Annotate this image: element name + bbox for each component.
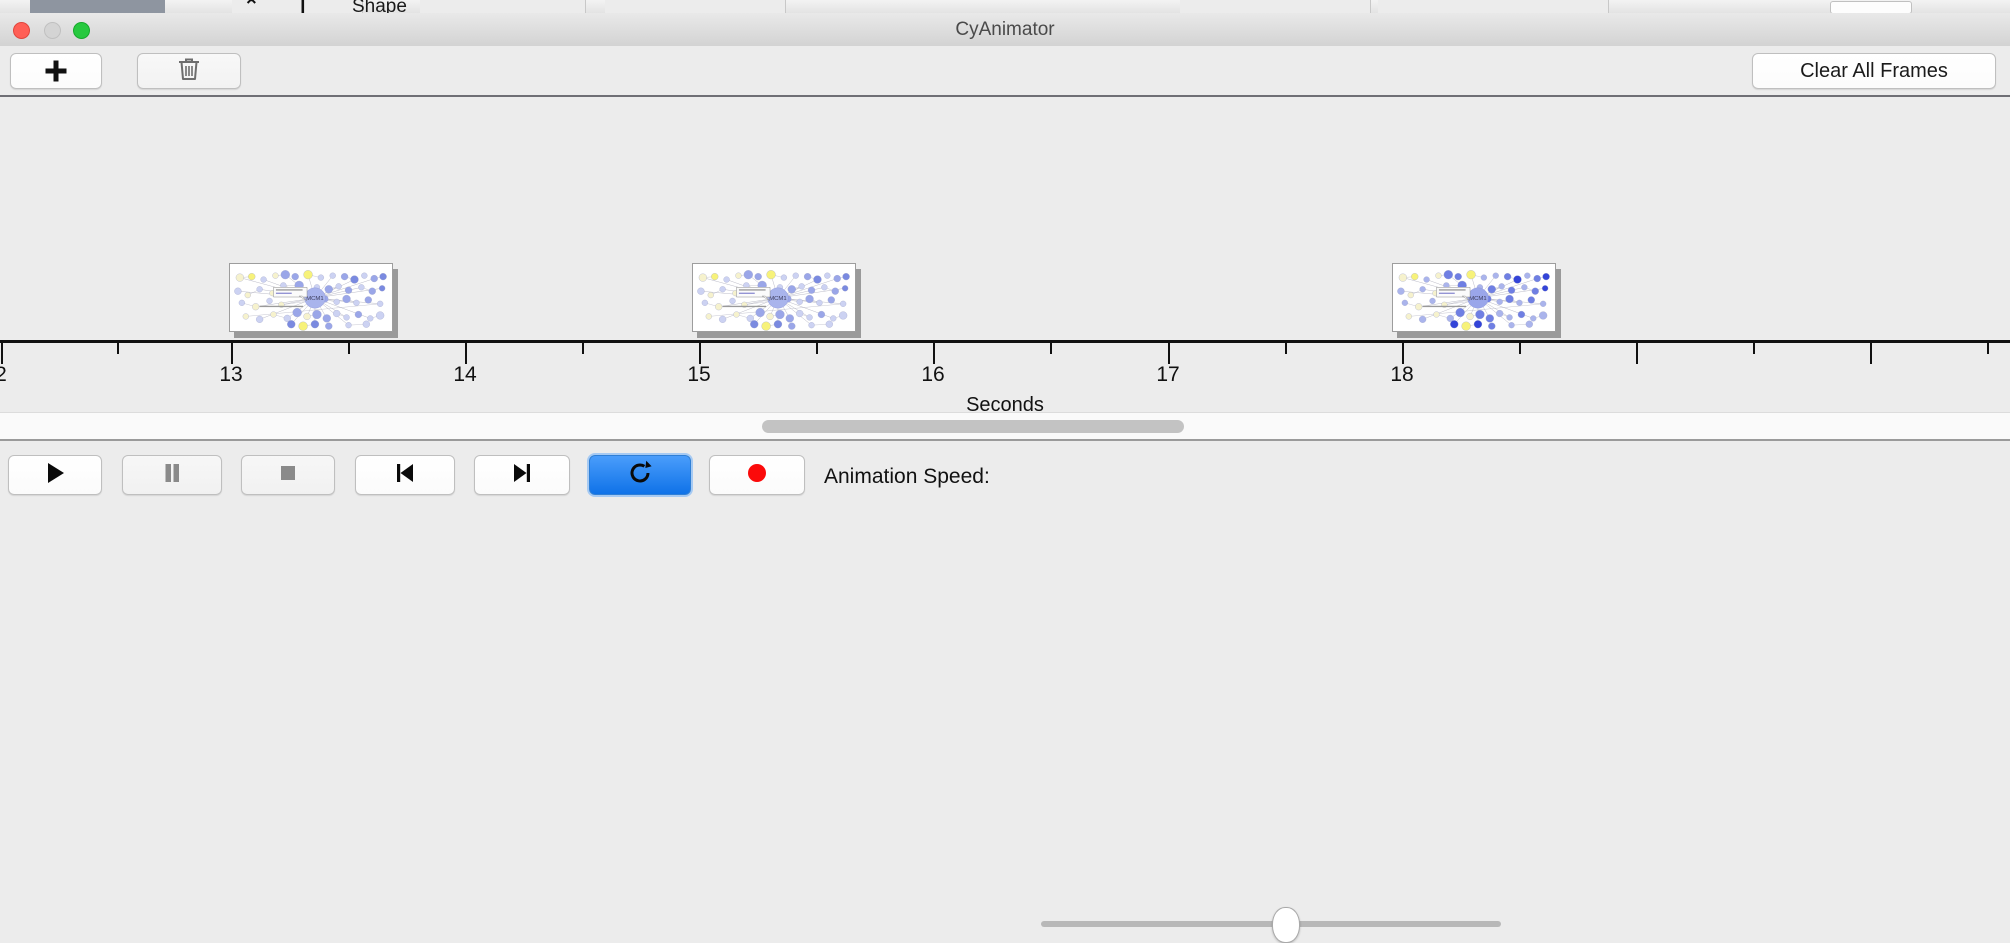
plus-icon [43, 58, 69, 84]
axis-tick-minor [348, 343, 350, 354]
background-cell [605, 0, 786, 13]
axis-tick-label: 16 [921, 363, 945, 386]
axis-tick-minor [1753, 343, 1755, 354]
animation-speed-label: Animation Speed: [824, 465, 990, 488]
axis-tick-major [1168, 343, 1170, 364]
axis-tick-label: 15 [687, 363, 711, 386]
axis-tick-minor [1987, 343, 1989, 354]
axis-tick-minor [117, 343, 119, 354]
loop-icon [625, 458, 655, 493]
axis-tick-minor [1285, 343, 1287, 354]
stop-icon [274, 459, 302, 492]
axis-tick-minor [1519, 343, 1521, 354]
pause-icon [158, 459, 186, 492]
background-button [1830, 1, 1912, 13]
svg-text:MCM1: MCM1 [306, 296, 323, 302]
axis-tick-minor [582, 343, 584, 354]
axis-tick-major [1402, 343, 1404, 364]
frame-image[interactable]: MCM1 [229, 263, 393, 332]
timeline-axis [0, 340, 2010, 343]
play-icon [41, 459, 69, 492]
axis-tick-major [1870, 343, 1872, 364]
background-window-strip: ⌃ | Shape [0, 0, 2010, 13]
frame-thumbnail[interactable]: MCM1 [229, 263, 398, 338]
add-frame-button[interactable] [10, 53, 102, 89]
toolbar-divider [0, 95, 2010, 97]
axis-tick-label: 18 [1390, 363, 1414, 386]
playback-buttons [0, 441, 2010, 510]
frame-image[interactable]: MCM1 [692, 263, 856, 332]
timeline-scrollbar-thumb[interactable] [762, 420, 1184, 433]
axis-tick-major [933, 343, 935, 364]
axis-tick-label: 2 [0, 363, 7, 386]
record-icon [743, 459, 771, 492]
axis-tick-label: 17 [1156, 363, 1180, 386]
record-button[interactable] [709, 455, 805, 495]
svg-text:MCM1: MCM1 [769, 296, 786, 302]
axis-tick-major [1, 343, 3, 364]
axis-tick-minor [1050, 343, 1052, 354]
axis-tick-major [231, 343, 233, 364]
skip-next-icon [508, 459, 536, 492]
axis-title: Seconds [966, 394, 1044, 412]
background-window-titlebar [30, 0, 165, 13]
timeline-panel[interactable]: MCM1 MCM1 MCM1 [0, 97, 2010, 412]
clear-all-frames-button[interactable]: Clear All Frames [1752, 53, 1996, 89]
background-cell [1180, 0, 1371, 13]
skip-previous-button[interactable] [355, 455, 455, 495]
axis-tick-minor [816, 343, 818, 354]
axis-tick-label: 13 [219, 363, 243, 386]
clear-all-frames-label: Clear All Frames [1800, 59, 1948, 82]
background-cell [232, 0, 363, 13]
playback-toolbar: Animation Speed: [0, 441, 2010, 943]
delete-frame-button[interactable] [137, 53, 241, 89]
animation-speed-slider-thumb[interactable] [1271, 907, 1300, 943]
background-cell [420, 0, 586, 13]
axis-tick-major [465, 343, 467, 364]
axis-tick-major [699, 343, 701, 364]
toolbar: Clear All Frames [0, 46, 2010, 96]
playback-divider [0, 439, 2010, 441]
skip-previous-icon [391, 459, 419, 492]
window-title: CyAnimator [955, 19, 1055, 40]
frame-image[interactable]: MCM1 [1392, 263, 1556, 332]
maximize-icon[interactable] [73, 22, 90, 39]
axis-tick-major [1636, 343, 1638, 364]
minimize-icon[interactable] [44, 22, 61, 39]
background-window-label: Shape [352, 0, 407, 13]
play-button[interactable] [8, 455, 102, 495]
trash-icon [177, 56, 201, 87]
background-cell [1378, 0, 1609, 13]
frame-thumbnail[interactable]: MCM1 [1392, 263, 1561, 338]
pause-button [122, 455, 222, 495]
loop-button[interactable] [589, 455, 691, 495]
close-icon[interactable] [13, 22, 30, 39]
skip-next-button[interactable] [474, 455, 570, 495]
titlebar: CyAnimator [0, 13, 2010, 47]
axis-tick-label: 14 [453, 363, 477, 386]
timeline-scrollbar[interactable] [0, 412, 2010, 441]
background-caret-glyph: ⌃ [243, 0, 260, 13]
background-bar-glyph: | [300, 0, 306, 13]
frame-thumbnail[interactable]: MCM1 [692, 263, 861, 338]
stop-button [241, 455, 335, 495]
svg-text:MCM1: MCM1 [1469, 296, 1486, 302]
